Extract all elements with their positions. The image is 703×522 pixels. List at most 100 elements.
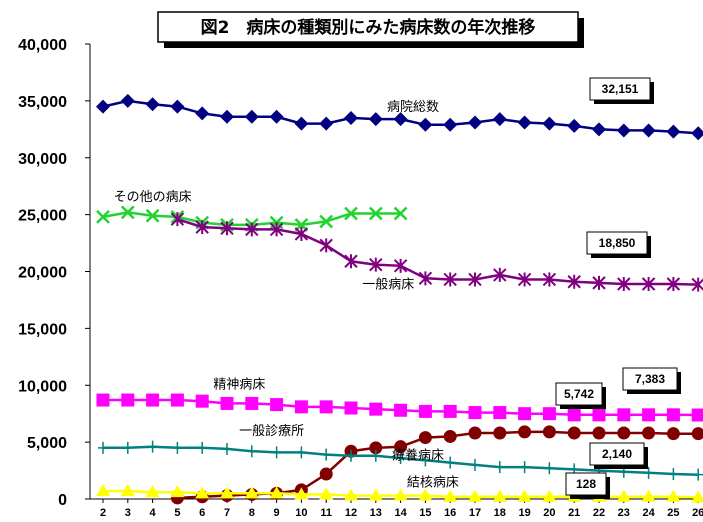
series-point bbox=[197, 441, 208, 454]
series-point bbox=[271, 446, 282, 459]
series-point bbox=[294, 226, 309, 241]
series-point bbox=[666, 124, 681, 139]
chart-title: 図2 病床の種類別にみた病床数の年次推移 bbox=[201, 17, 536, 38]
y-tick-label: 25,000 bbox=[18, 208, 67, 225]
series-point bbox=[344, 401, 358, 415]
x-tick-label: 12 bbox=[345, 507, 357, 519]
x-tick-label: 21 bbox=[568, 507, 580, 519]
series-point bbox=[120, 484, 135, 497]
y-tick-label: 20,000 bbox=[18, 265, 67, 282]
value-callout-text: 7,383 bbox=[635, 372, 665, 386]
series-point bbox=[269, 222, 284, 237]
series-point bbox=[220, 396, 234, 410]
series-point bbox=[567, 408, 581, 422]
series-point bbox=[296, 446, 307, 459]
series-point bbox=[567, 274, 581, 289]
series-point bbox=[195, 106, 210, 121]
series-point bbox=[245, 222, 259, 237]
x-tick-label: 9 bbox=[274, 507, 280, 519]
series-point bbox=[294, 116, 309, 131]
series-point bbox=[691, 277, 703, 292]
series-point bbox=[222, 442, 232, 455]
x-tick-label: 13 bbox=[370, 507, 382, 519]
series-name-label: 結核病床 bbox=[407, 476, 459, 491]
series-point bbox=[394, 403, 408, 417]
value-callout-frame bbox=[565, 472, 607, 496]
x-tick-label: 24 bbox=[642, 507, 655, 519]
series-point bbox=[170, 99, 185, 114]
series-point bbox=[146, 393, 160, 407]
series-point bbox=[493, 406, 507, 420]
series-point bbox=[492, 489, 507, 502]
series-point bbox=[493, 426, 507, 440]
series-point bbox=[369, 402, 383, 416]
series-point bbox=[567, 118, 582, 133]
series-point bbox=[319, 467, 333, 481]
series-point bbox=[443, 117, 458, 132]
series-point bbox=[518, 407, 532, 421]
series-point bbox=[666, 489, 681, 502]
series-point bbox=[395, 452, 406, 465]
value-callout-text: 18,850 bbox=[599, 236, 636, 250]
series-point bbox=[666, 408, 680, 422]
series-point bbox=[170, 393, 184, 407]
series-point bbox=[666, 277, 681, 292]
series-point bbox=[393, 112, 408, 127]
value-callout-text: 5,742 bbox=[564, 387, 594, 401]
series-point bbox=[122, 441, 133, 454]
x-tick-label: 2 bbox=[100, 507, 106, 519]
series-point bbox=[617, 408, 631, 422]
series-point bbox=[220, 109, 234, 124]
series-point bbox=[693, 468, 703, 481]
x-tick-label: 20 bbox=[543, 507, 555, 519]
series-point bbox=[120, 205, 135, 220]
series-line bbox=[177, 218, 699, 286]
series-point bbox=[443, 404, 457, 418]
series-point bbox=[517, 115, 532, 130]
series-point bbox=[319, 214, 334, 229]
series-point bbox=[368, 112, 383, 127]
value-callout-text: 2,140 bbox=[602, 447, 632, 461]
series-point bbox=[369, 441, 383, 455]
series-point bbox=[468, 406, 482, 420]
value-callout: 5,742 bbox=[555, 382, 606, 409]
series-point bbox=[691, 126, 703, 141]
series-point bbox=[542, 116, 557, 131]
series-point bbox=[544, 462, 555, 475]
value-callout: 7,383 bbox=[622, 367, 681, 394]
series-point bbox=[418, 488, 433, 501]
value-callout: 18,850 bbox=[586, 231, 651, 258]
series-6 bbox=[98, 440, 703, 481]
y-tick-label: 0 bbox=[58, 492, 67, 509]
series-point bbox=[319, 238, 333, 253]
value-callout: 128 bbox=[565, 472, 610, 499]
series-point bbox=[470, 458, 480, 471]
x-tick-label: 22 bbox=[593, 507, 605, 519]
x-tick-label: 11 bbox=[320, 507, 332, 519]
series-point bbox=[321, 448, 332, 461]
series-point bbox=[468, 115, 482, 130]
series-point bbox=[517, 489, 532, 502]
series-4 bbox=[96, 393, 703, 422]
series-point bbox=[642, 426, 656, 440]
series-point bbox=[666, 427, 680, 441]
chart-title-frame bbox=[157, 11, 579, 43]
y-tick-label: 5,000 bbox=[27, 435, 67, 452]
series-point bbox=[170, 485, 185, 498]
series-point bbox=[617, 426, 631, 440]
series-point bbox=[492, 112, 507, 127]
series-point bbox=[244, 486, 259, 499]
series-point bbox=[643, 466, 654, 479]
y-tick-label: 15,000 bbox=[18, 321, 67, 338]
series-point bbox=[542, 489, 557, 502]
series-point bbox=[269, 109, 284, 124]
series-point bbox=[542, 272, 557, 287]
series-name-label: 療養病床 bbox=[392, 448, 444, 464]
series-point bbox=[418, 404, 432, 418]
x-tick-label: 23 bbox=[618, 507, 630, 519]
series-point bbox=[98, 441, 108, 454]
series-point bbox=[344, 206, 358, 221]
value-callout: 2,140 bbox=[589, 442, 648, 469]
series-point bbox=[542, 407, 556, 421]
series-point bbox=[592, 122, 606, 137]
